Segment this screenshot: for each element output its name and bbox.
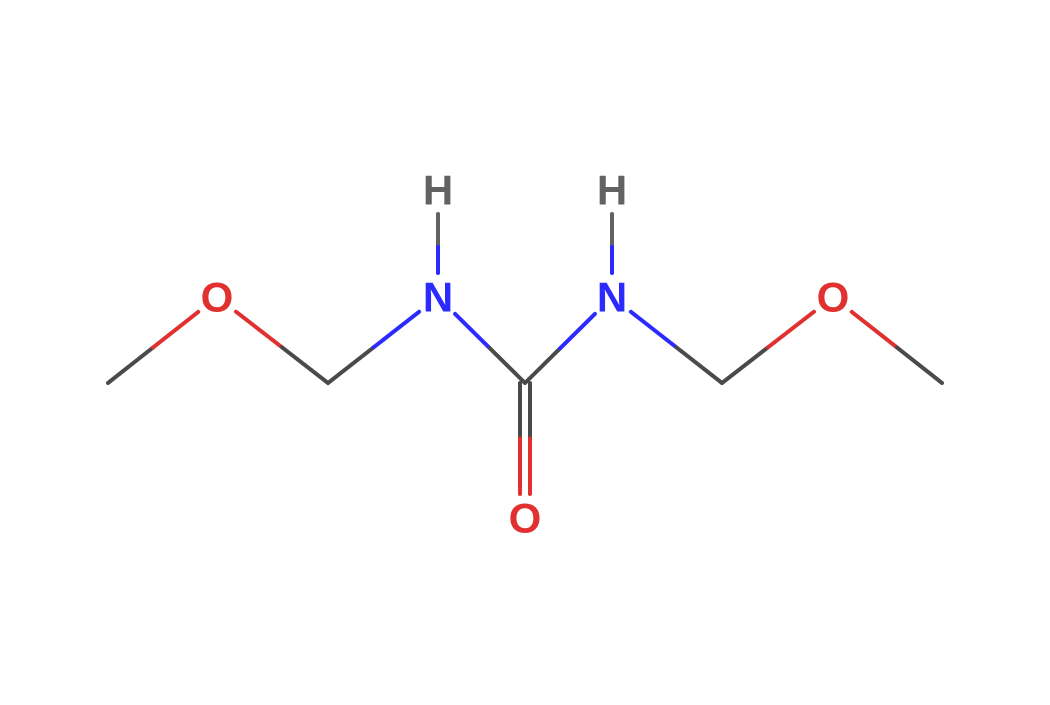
bond-segment bbox=[282, 347, 328, 383]
bond-segment bbox=[328, 347, 374, 383]
bond-segment bbox=[768, 312, 814, 348]
atom-label-n: N bbox=[597, 274, 627, 321]
bond-segment bbox=[153, 312, 198, 348]
atom-label-o: O bbox=[509, 495, 542, 542]
bond-segment bbox=[236, 312, 282, 348]
atom-label-o: O bbox=[817, 274, 850, 321]
atoms-layer: O N H O N H O bbox=[201, 167, 850, 542]
atom-label-h: H bbox=[423, 167, 453, 214]
bond-segment bbox=[722, 347, 768, 383]
bond-segment bbox=[525, 348, 560, 383]
bond-segment bbox=[677, 347, 723, 383]
bond-segment bbox=[374, 312, 420, 348]
bonds-layer bbox=[108, 214, 942, 494]
bond-segment bbox=[108, 347, 153, 383]
bond-segment bbox=[455, 314, 490, 349]
bond-segment bbox=[631, 312, 677, 348]
bond-segment bbox=[897, 347, 942, 383]
atom-label-o: O bbox=[201, 274, 234, 321]
bond-segment bbox=[490, 348, 525, 383]
atom-label-n: N bbox=[423, 274, 453, 321]
bond-segment bbox=[560, 314, 595, 349]
atom-label-h: H bbox=[597, 167, 627, 214]
bond-segment bbox=[852, 312, 897, 348]
molecule-diagram: O N H O N H O bbox=[0, 0, 1050, 700]
